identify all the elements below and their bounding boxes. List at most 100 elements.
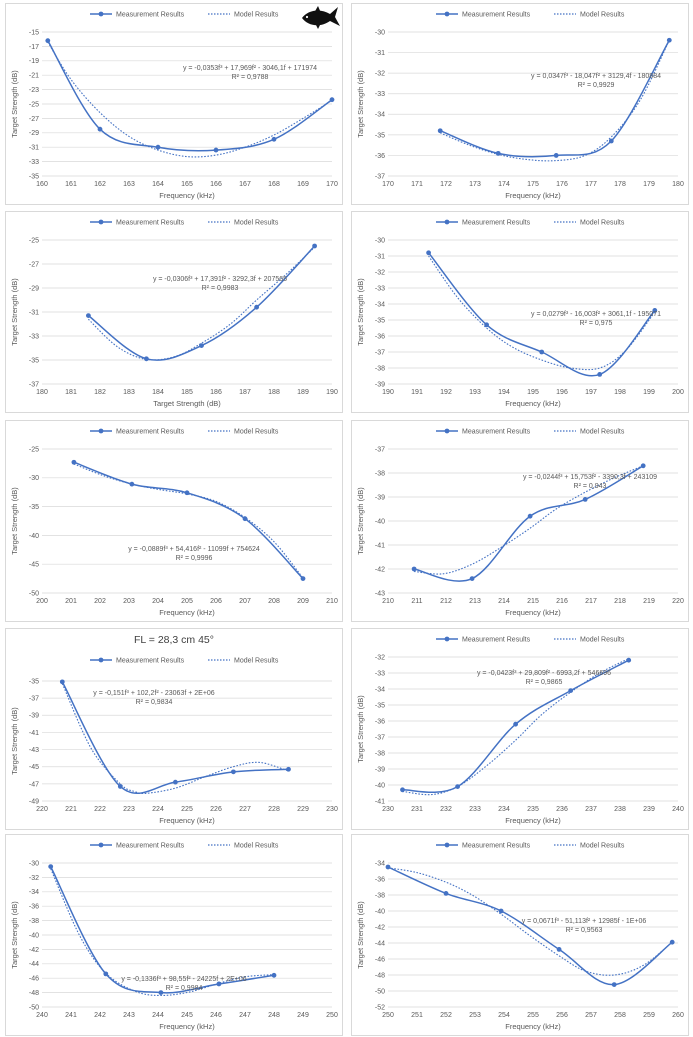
- measurement-point: [86, 313, 91, 318]
- measurement-results-line: [87, 245, 316, 361]
- y-tick-label: -38: [375, 750, 385, 757]
- measurement-point: [158, 990, 164, 995]
- y-tick-label: -35: [29, 173, 39, 180]
- x-tick-label: 241: [65, 1012, 77, 1019]
- x-tick-label: 200: [672, 389, 684, 396]
- x-tick-label: 194: [498, 389, 510, 396]
- y-tick-label: -38: [375, 365, 385, 372]
- chart-6: Measurement Results Model Results -43 -42 -4…: [356, 429, 684, 618]
- y-tick-label: -25: [29, 101, 39, 108]
- chart-3: Measurement Results Model Results -37 -35 -3…: [10, 220, 338, 409]
- y-tick-label: -42: [29, 947, 39, 954]
- measurement-point: [117, 784, 123, 789]
- y-tick-label: -41: [375, 542, 385, 549]
- x-tick-label: 193: [469, 389, 481, 396]
- x-tick-label: 192: [440, 389, 452, 396]
- measurement-results-line: [413, 465, 644, 582]
- measurement-point: [582, 497, 588, 502]
- legend-measurement-label: Measurement Results: [462, 843, 531, 850]
- r-squared-label: R² = 0,9865: [526, 679, 563, 686]
- y-tick-label: -37: [375, 173, 385, 180]
- y-tick-label: -30: [29, 475, 39, 482]
- y-tick-label: -21: [29, 73, 39, 80]
- legend: Measurement Results Model Results: [90, 220, 279, 227]
- x-tick-label: 202: [94, 598, 106, 605]
- y-tick-label: -36: [375, 153, 385, 160]
- legend-model-label: Model Results: [234, 220, 279, 227]
- measurement-point: [666, 37, 672, 43]
- y-tick-label: -50: [29, 1004, 39, 1011]
- chart-7: FL = 28,3 cm 45° Measurement Results Model…: [10, 634, 338, 825]
- chart-panel-9: Measurement Results Model Results -50 -48 -4…: [5, 834, 343, 1036]
- measurement-point: [129, 481, 135, 487]
- y-tick-label: -34: [375, 860, 385, 867]
- trendline-equation: y = -0,1336f³ + 98,55f² - 24225f + 2E+06: [121, 976, 246, 983]
- y-tick-label: -27: [29, 116, 39, 123]
- x-tick-label: 178: [614, 181, 626, 188]
- x-tick-label: 168: [268, 181, 280, 188]
- legend: Measurement Results Model Results: [90, 12, 279, 19]
- y-tick-label: -29: [29, 130, 39, 137]
- measurement-point: [97, 126, 103, 132]
- x-tick-label: 244: [152, 1012, 164, 1019]
- y-tick-label: -50: [29, 590, 39, 597]
- x-tick-label: 201: [65, 598, 77, 605]
- x-tick-label: 166: [210, 181, 222, 188]
- measurement-results-line: [50, 866, 275, 994]
- measurement-point: [286, 766, 291, 772]
- y-tick-label: -37: [375, 734, 385, 741]
- x-tick-label: 165: [181, 181, 193, 188]
- y-tick-label: -39: [375, 494, 385, 501]
- x-axis-title: Frequency (kHz): [159, 816, 215, 825]
- x-tick-label: 230: [382, 806, 394, 813]
- chart-panel-5: Measurement Results Model Results -50 -45 -4…: [5, 420, 343, 622]
- measurement-point: [437, 128, 443, 134]
- legend: Measurement Results Model Results: [436, 429, 625, 436]
- trendline-equation: y = -0,0306f³ + 17,391f² - 3292,3f + 207…: [153, 276, 287, 283]
- legend: Measurement Results Model Results: [90, 843, 279, 850]
- x-tick-label: 218: [614, 598, 626, 605]
- measurement-point: [71, 459, 77, 465]
- x-tick-label: 259: [643, 1012, 655, 1019]
- y-tick-label: -43: [375, 590, 385, 597]
- chart-panel-2: Measurement Results Model Results -37 -36 -3…: [351, 3, 689, 205]
- chart-panel-6: Measurement Results Model Results -43 -42 -4…: [351, 420, 689, 622]
- measurement-point: [242, 516, 248, 522]
- measurement-point: [539, 349, 545, 355]
- chart-panel-3: Measurement Results Model Results -37 -35 -3…: [5, 211, 343, 413]
- r-squared-label: R² = 0,943: [574, 483, 607, 490]
- x-tick-label: 185: [181, 389, 193, 396]
- x-tick-label: 213: [469, 598, 481, 605]
- y-tick-label: -19: [29, 58, 39, 65]
- r-squared-label: R² = 0,9929: [578, 82, 615, 89]
- y-axis-title: Target Strength (dB): [10, 901, 19, 969]
- x-tick-label: 199: [643, 389, 655, 396]
- x-tick-label: 249: [297, 1012, 309, 1019]
- legend-measurement-marker: [98, 219, 104, 225]
- y-tick-label: -32: [375, 71, 385, 78]
- x-tick-label: 233: [469, 806, 481, 813]
- y-tick-label: -32: [375, 269, 385, 276]
- measurement-point: [498, 908, 504, 914]
- measurement-point: [300, 576, 306, 581]
- y-tick-label: -35: [29, 504, 39, 511]
- x-tick-label: 214: [498, 598, 510, 605]
- x-tick-label: 220: [36, 806, 48, 813]
- x-tick-label: 180: [36, 389, 48, 396]
- y-tick-label: -43: [29, 747, 39, 754]
- x-tick-label: 177: [585, 181, 597, 188]
- x-tick-label: 187: [239, 389, 251, 396]
- x-tick-label: 225: [181, 806, 193, 813]
- x-tick-label: 238: [614, 806, 626, 813]
- measurement-point: [527, 513, 533, 519]
- x-tick-label: 180: [672, 181, 684, 188]
- model-results-line: [47, 41, 333, 158]
- y-tick-label: -37: [375, 446, 385, 453]
- legend-measurement-marker: [98, 657, 104, 663]
- y-tick-label: -17: [29, 44, 39, 51]
- y-tick-label: -33: [375, 91, 385, 98]
- legend-measurement-marker: [444, 842, 450, 848]
- x-tick-label: 250: [326, 1012, 338, 1019]
- legend-measurement-label: Measurement Results: [462, 637, 531, 644]
- x-tick-label: 250: [382, 1012, 394, 1019]
